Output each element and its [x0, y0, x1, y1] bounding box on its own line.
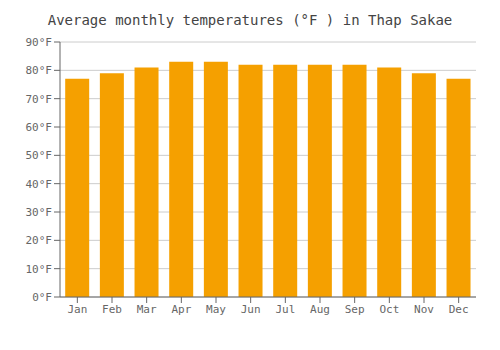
svg-text:60°F: 60°F [26, 121, 53, 134]
svg-text:20°F: 20°F [26, 234, 53, 247]
svg-text:30°F: 30°F [26, 206, 53, 219]
svg-text:Jun: Jun [241, 303, 261, 316]
svg-text:70°F: 70°F [26, 93, 53, 106]
svg-text:Dec: Dec [449, 303, 469, 316]
svg-text:Feb: Feb [102, 303, 122, 316]
svg-text:Aug: Aug [310, 303, 330, 316]
svg-text:May: May [206, 303, 226, 316]
svg-text:Oct: Oct [379, 303, 399, 316]
html-text:Average monthly temperatures (: Average monthly temperatures (°F ) in Th… [47, 12, 453, 28]
svg-text:Sep: Sep [345, 303, 365, 316]
svg-text:80°F: 80°F [26, 64, 53, 77]
svg-text:0°F: 0°F [32, 291, 52, 304]
svg-text:40°F: 40°F [26, 178, 53, 191]
svg-text:Mar: Mar [137, 303, 157, 316]
svg-text:90°F: 90°F [26, 36, 53, 49]
svg-text:Jan: Jan [67, 303, 87, 316]
svg-text:Apr: Apr [171, 303, 191, 316]
svg-text:Nov: Nov [414, 303, 434, 316]
svg-text:Jul: Jul [275, 303, 295, 316]
svg-text:10°F: 10°F [26, 263, 53, 276]
svg-text:50°F: 50°F [26, 149, 53, 162]
